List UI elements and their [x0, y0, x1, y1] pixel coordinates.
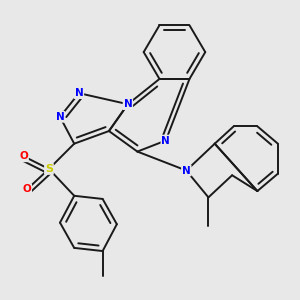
Text: N: N — [161, 136, 170, 146]
Text: N: N — [75, 88, 83, 98]
Text: O: O — [19, 151, 28, 161]
Text: N: N — [56, 112, 64, 122]
Text: N: N — [124, 99, 132, 109]
Text: N: N — [182, 166, 191, 176]
Text: O: O — [22, 184, 31, 194]
Text: S: S — [45, 164, 53, 174]
